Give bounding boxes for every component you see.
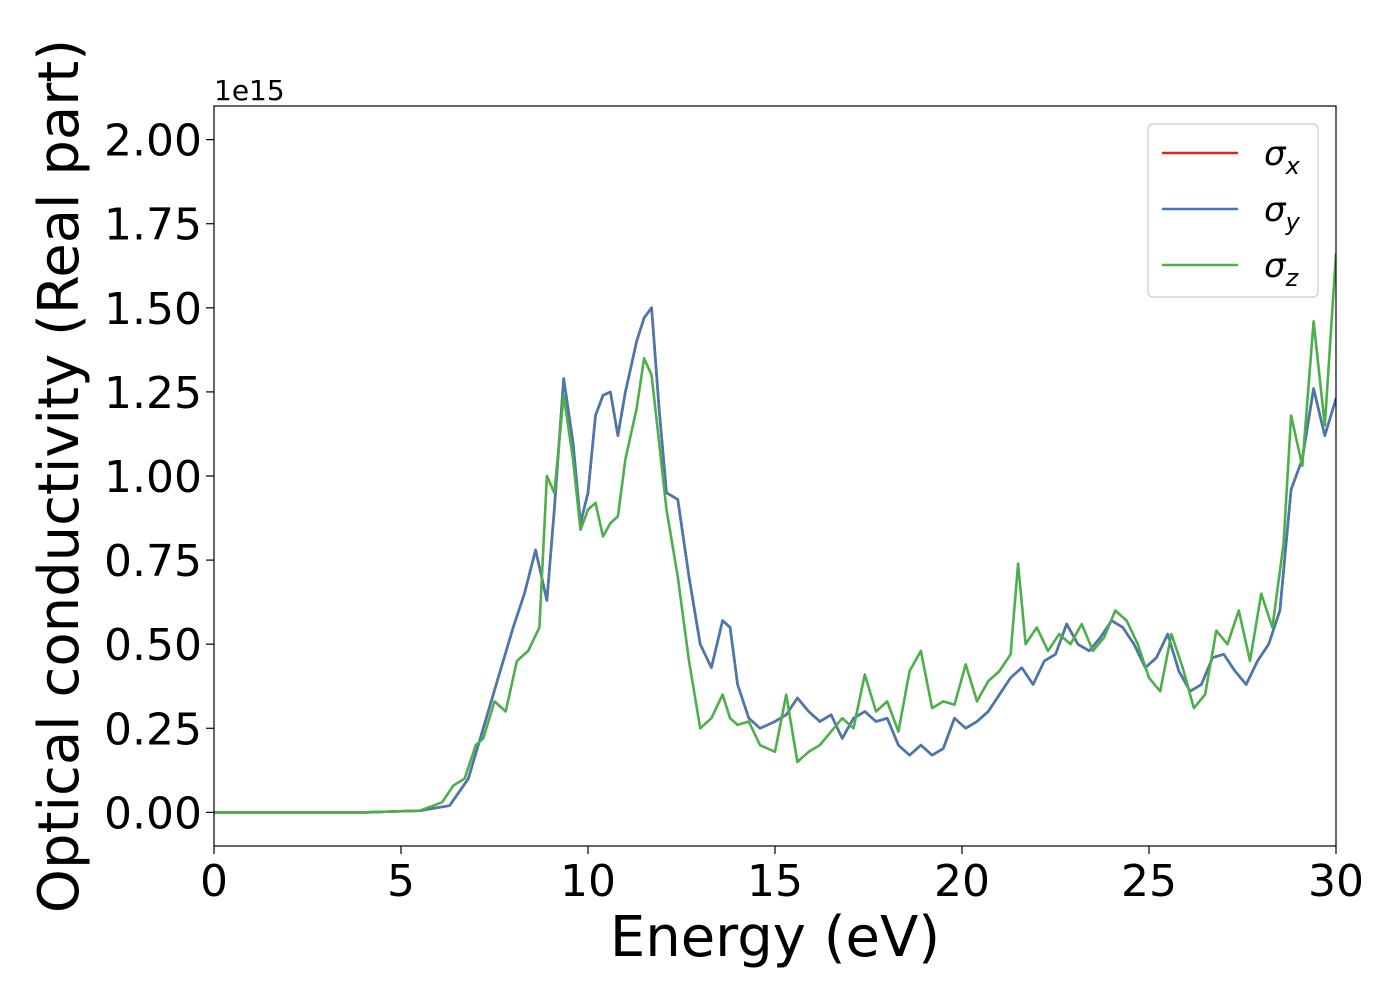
y-tick-label: 1.25 bbox=[104, 368, 202, 419]
y-tick-label: 0.25 bbox=[104, 704, 202, 755]
legend-label-x: σx bbox=[1264, 134, 1301, 180]
legend-label-y: σy bbox=[1264, 190, 1301, 236]
y-tick-label: 1.75 bbox=[104, 200, 202, 251]
x-axis: 0 5 10 15 20 25 30 bbox=[200, 846, 1364, 907]
y-tick-label: 1.50 bbox=[104, 284, 202, 335]
series-line-z bbox=[214, 252, 1336, 814]
y-tick-label: 2.00 bbox=[104, 116, 202, 167]
series-line-y bbox=[214, 306, 1336, 814]
y-tick-label: 0.50 bbox=[104, 620, 202, 671]
y-tick-label: 0.75 bbox=[104, 536, 202, 587]
x-tick-label: 0 bbox=[200, 856, 228, 907]
legend-box bbox=[1147, 123, 1319, 298]
y-axis-title: Optical conductivity (Real part) bbox=[27, 39, 92, 913]
y-tick-label: 1.00 bbox=[104, 452, 202, 503]
y-offset-text: 1e15 bbox=[214, 74, 285, 107]
x-tick-label: 30 bbox=[1308, 856, 1364, 907]
x-tick-label: 5 bbox=[387, 856, 415, 907]
series-layer bbox=[214, 252, 1336, 814]
x-tick-label: 10 bbox=[560, 856, 616, 907]
y-tick-label: 0.00 bbox=[104, 788, 202, 839]
x-tick-label: 25 bbox=[1121, 856, 1177, 907]
x-tick-label: 15 bbox=[747, 856, 803, 907]
legend-label-z: σz bbox=[1264, 246, 1300, 292]
y-axis: 0.00 0.25 0.50 0.75 1.00 1.25 1.50 1.75 2.00 bbox=[104, 116, 214, 839]
x-axis-title: Energy (eV) bbox=[610, 905, 940, 970]
legend: σx σy σz bbox=[1147, 123, 1319, 298]
x-tick-label: 20 bbox=[934, 856, 990, 907]
